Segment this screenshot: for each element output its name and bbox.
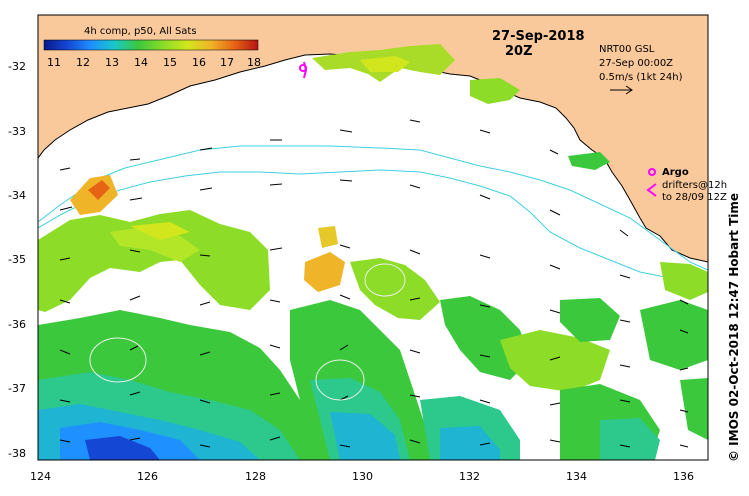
lat-tick: -32 [8,60,26,73]
lon-tick: 132 [459,470,480,483]
side-credit: © IMOS 02-Oct-2018 12:47 Hobart Time [727,193,741,462]
colorbar-tick: 12 [76,56,90,69]
lon-tick: 128 [245,470,266,483]
lat-tick: -33 [8,125,26,138]
current-arrows [59,119,689,448]
bathymetry-contour [38,145,708,271]
lon-tick: 126 [137,470,158,483]
colorbar-tick: 11 [47,56,61,69]
colorbar-tick: 18 [247,56,261,69]
lon-tick: 124 [30,470,51,483]
drifter-track [303,61,308,79]
current-source: NRT00 GSL [599,44,655,55]
colorbar-tick: 13 [105,56,119,69]
lat-tick: -37 [8,382,26,395]
map-date: 27-Sep-2018 [492,29,585,44]
composite-label: 4h comp, p50, All Sats [84,26,197,37]
lon-axis: 124 126 128 130 132 134 136 [30,470,694,483]
map-time: 20Z [505,44,533,59]
plot-frame [37,14,709,461]
bathymetry-contour [38,169,708,287]
sst-data [38,44,708,460]
lat-tick: -36 [8,318,26,331]
colorbar [43,39,259,51]
lon-tick: 130 [352,470,373,483]
lat-axis: -32 -33 -34 -35 -36 -37 -38 [8,60,26,460]
arrow-scale: 0.5m/s (1kt 24h) [599,72,683,83]
current-time: 27-Sep 00:00Z [599,58,673,69]
lat-tick: -38 [8,447,26,460]
lat-tick: -35 [8,253,26,266]
lat-tick: -34 [8,189,26,202]
colorbar-tick: 17 [220,56,234,69]
drifter-legend-icon [646,183,657,197]
argo-legend-label: Argo [662,167,689,178]
drifters-legend-label-2: to 28/09 12Z [662,192,727,203]
argo-legend-icon [648,168,656,176]
lon-tick: 134 [566,470,587,483]
lon-tick: 136 [673,470,694,483]
land-mass [38,15,708,263]
colorbar-tick: 14 [134,56,148,69]
colorbar-tick: 15 [163,56,177,69]
colorbar-tick: 16 [192,56,206,69]
drifters-legend-label: drifters@12h [662,180,727,191]
eddy-outlines [89,263,406,401]
scale-arrow-icon [610,85,633,95]
